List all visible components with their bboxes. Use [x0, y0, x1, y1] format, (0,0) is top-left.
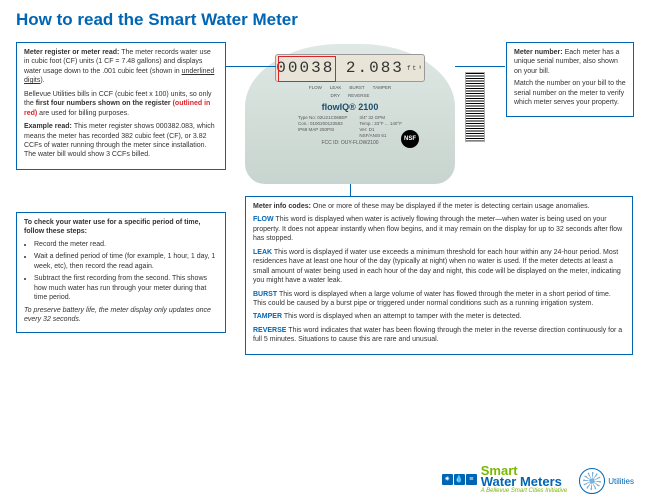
barcode: [465, 72, 485, 142]
meter-reading: 00038 2.083: [276, 59, 404, 77]
callout-info-codes: Meter info codes: One or more of these m…: [245, 196, 633, 355]
content: 00038 2.083 ft³ FLOWLEAKBURSTTAMPER DRYR…: [0, 36, 650, 502]
meter-labels-2: DRYREVERSE: [245, 93, 455, 98]
meter-graphic: 00038 2.083 ft³ FLOWLEAKBURSTTAMPER DRYR…: [245, 44, 455, 184]
utilities-logo: Utilities: [579, 468, 634, 494]
meter-model: flowIQ® 2100: [245, 102, 455, 112]
callout-register: Meter register or meter read: The meter …: [16, 42, 226, 170]
meter-labels-1: FLOWLEAKBURSTTAMPER: [245, 85, 455, 90]
page-title: How to read the Smart Water Meter: [0, 0, 650, 36]
meter-display: 00038 2.083 ft³: [275, 54, 425, 82]
logo-icons: ✷💧≡: [442, 474, 477, 485]
leader-line: [455, 66, 505, 67]
list-item: Record the meter read.: [34, 240, 218, 249]
leader-line: [350, 184, 351, 196]
fcc-id: FCC ID: OUY-FLOW2100: [245, 140, 455, 146]
smart-meters-logo: ✷💧≡ SmartWater Meters A Bellevue Smart C…: [442, 465, 567, 494]
list-item: Subtract the first recording from the se…: [34, 274, 218, 302]
city-seal-icon: [579, 468, 605, 494]
meter-specs: Type No: 02U21C068EP Con.: 0100200123583…: [245, 115, 455, 138]
leader-line: [226, 66, 276, 67]
nsf-badge: NSF: [401, 130, 419, 148]
callout-meter-number: Meter number: Each meter has a unique se…: [506, 42, 634, 117]
callout-check-use: To check your water use for a specific p…: [16, 212, 226, 333]
meter-unit: ft³: [407, 65, 424, 72]
list-item: Wait a defined period of time (for examp…: [34, 252, 218, 271]
footer-logos: ✷💧≡ SmartWater Meters A Bellevue Smart C…: [442, 465, 634, 494]
